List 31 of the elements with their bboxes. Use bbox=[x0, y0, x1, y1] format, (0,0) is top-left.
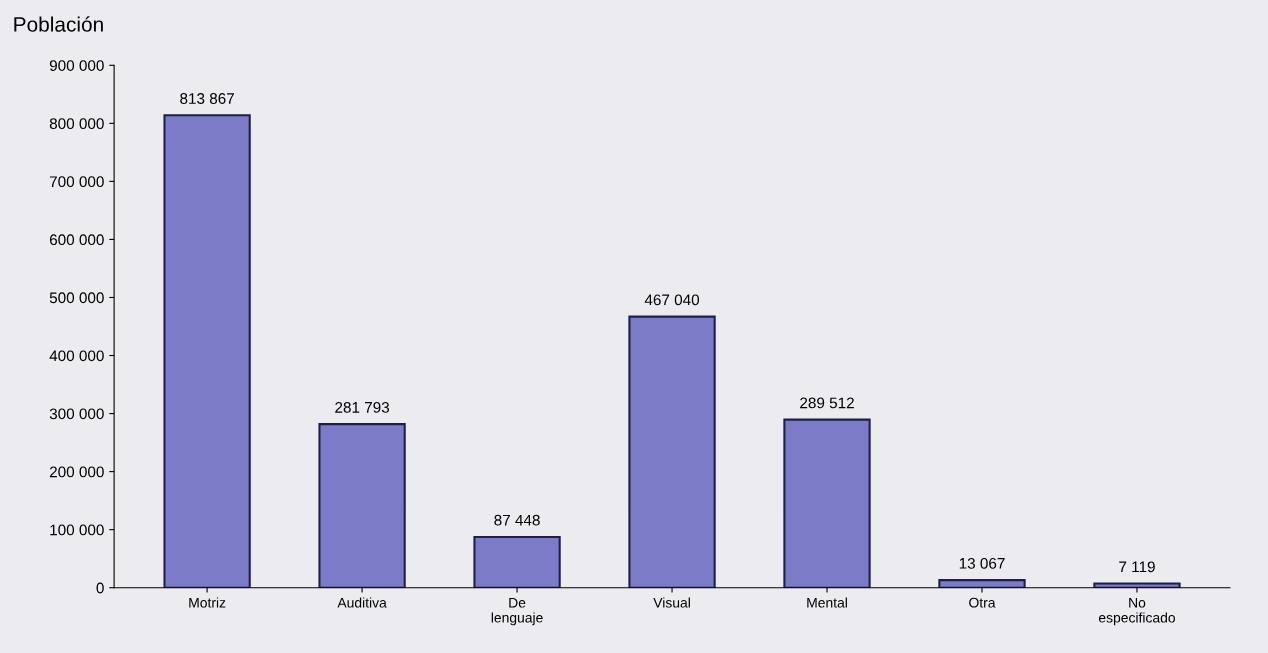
y-tick-label: 400 000 bbox=[49, 350, 104, 362]
x-tick-label: Visual bbox=[653, 597, 690, 608]
y-tick-label: 500 000 bbox=[49, 292, 104, 304]
x-tick-label: De lenguaje bbox=[491, 597, 543, 626]
data-label: 467 040 bbox=[644, 294, 700, 306]
y-tick-label: 900 000 bbox=[49, 60, 104, 71]
y-tick-label: 200 000 bbox=[49, 466, 104, 478]
data-label: 87 448 bbox=[494, 514, 540, 526]
x-tick-label: Motriz bbox=[189, 597, 226, 608]
x-tick-label: Auditiva bbox=[337, 597, 387, 608]
x-tick-label: Mental bbox=[807, 597, 847, 608]
bar bbox=[783, 418, 871, 588]
bar bbox=[163, 114, 251, 588]
y-tick-label: 100 000 bbox=[50, 524, 104, 536]
y-tick-label: 700 000 bbox=[49, 176, 104, 188]
bar bbox=[628, 315, 716, 588]
data-label: 289 512 bbox=[800, 397, 854, 409]
data-label: 281 793 bbox=[335, 401, 390, 413]
data-label: 813 867 bbox=[180, 93, 234, 104]
bar bbox=[938, 579, 1026, 588]
y-axis-title: Población bbox=[14, 16, 103, 32]
x-tick-label: Otra bbox=[969, 597, 996, 608]
bar bbox=[318, 423, 406, 588]
y-tick-label: 800 000 bbox=[49, 118, 104, 130]
data-label: 13 067 bbox=[959, 557, 1005, 569]
data-label: 7 119 bbox=[1119, 561, 1155, 573]
y-tick-label: 300 000 bbox=[49, 408, 104, 420]
bar bbox=[473, 535, 561, 588]
y-tick-label: 0 bbox=[96, 582, 104, 594]
x-tick-label: No especificado bbox=[1098, 597, 1175, 626]
y-tick-label: 600 000 bbox=[49, 234, 104, 246]
